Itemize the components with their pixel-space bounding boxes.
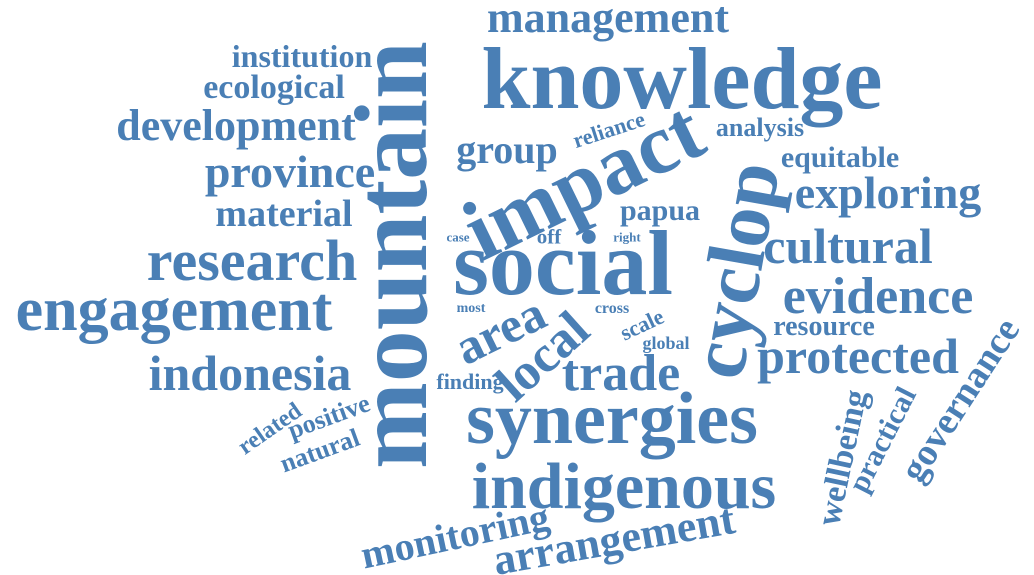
word-indigenous: indigenous xyxy=(471,450,777,523)
word-protected: protected xyxy=(757,328,959,384)
word-management: management xyxy=(487,0,729,42)
word-equitable: equitable xyxy=(780,141,900,174)
word-global: global xyxy=(642,333,690,353)
word-ecological: ecological xyxy=(203,69,345,106)
word-cross: cross xyxy=(594,300,630,317)
word-right: right xyxy=(613,229,641,245)
word-analysis: analysis xyxy=(715,113,805,142)
word-synergies: synergies xyxy=(466,378,758,460)
word-indonesia: indonesia xyxy=(148,345,352,401)
word-papua: papua xyxy=(619,194,701,227)
word-institution: institution xyxy=(231,38,373,74)
word-development: development xyxy=(116,101,356,150)
word-province: province xyxy=(204,146,376,197)
word-research: research xyxy=(146,228,358,293)
word-case: case xyxy=(446,229,470,245)
word-evidence: evidence xyxy=(782,268,974,325)
word-finding: finding xyxy=(436,369,504,394)
word-engagement: engagement xyxy=(15,276,333,344)
word-group: group xyxy=(456,127,558,172)
word-exploring: exploring xyxy=(794,167,982,218)
word-material: material xyxy=(215,193,353,235)
word-knowledge: knowledge xyxy=(481,31,883,128)
word-most: most xyxy=(456,301,486,316)
word-resource: resource xyxy=(773,311,875,342)
word-cultural: cultural xyxy=(763,218,933,274)
word-social: social xyxy=(453,212,673,314)
word-trade: trade xyxy=(561,345,681,402)
word-off: off xyxy=(536,224,562,249)
